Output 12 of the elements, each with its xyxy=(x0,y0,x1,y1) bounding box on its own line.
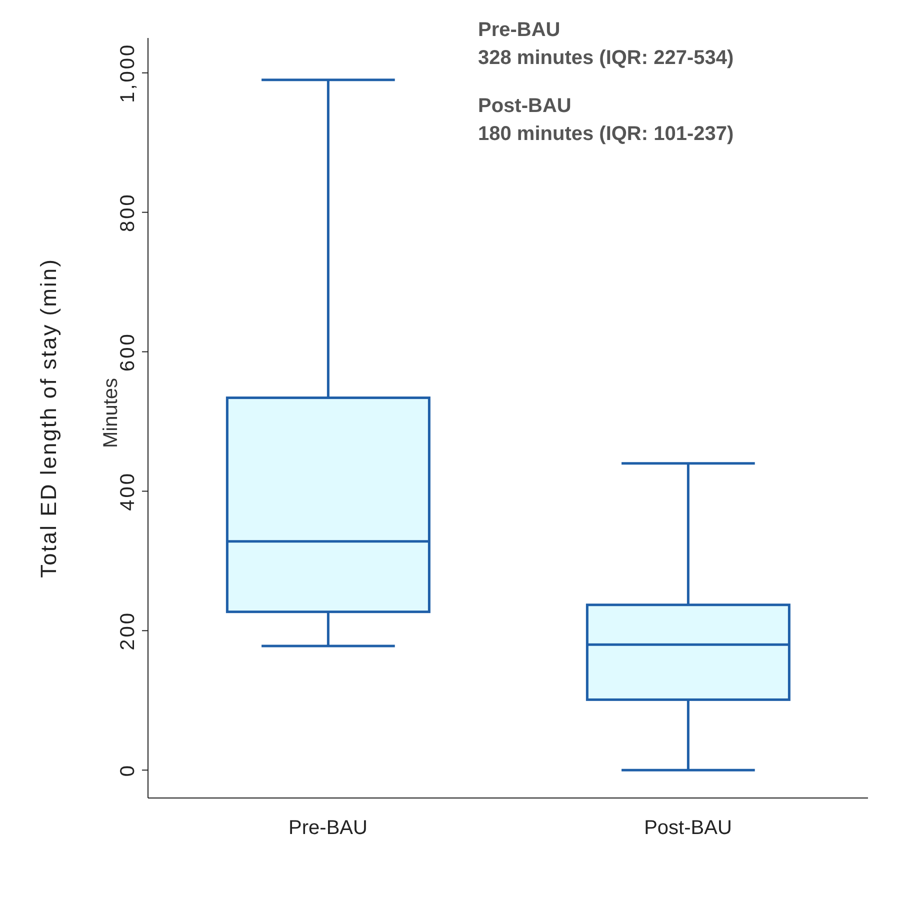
y-tick-label: 800 xyxy=(117,192,139,232)
y-tick-label: 400 xyxy=(117,472,139,511)
text: Minutes xyxy=(100,378,123,448)
y-tick-label: 200 xyxy=(117,610,139,650)
y-axis-title: Total ED length of stay (min) xyxy=(36,258,61,578)
annotation: Post-BAU xyxy=(478,94,572,119)
y-tick-label: 0 xyxy=(117,764,139,777)
annotation: 328 minutes (IQR: 227-534) xyxy=(478,46,734,71)
y-tick-label: 1,000 xyxy=(117,42,139,103)
annotation: Pre-BAU xyxy=(478,18,562,43)
annotation: 180 minutes (IQR: 101-237) xyxy=(478,122,734,147)
y-tick-label: 600 xyxy=(117,332,139,372)
